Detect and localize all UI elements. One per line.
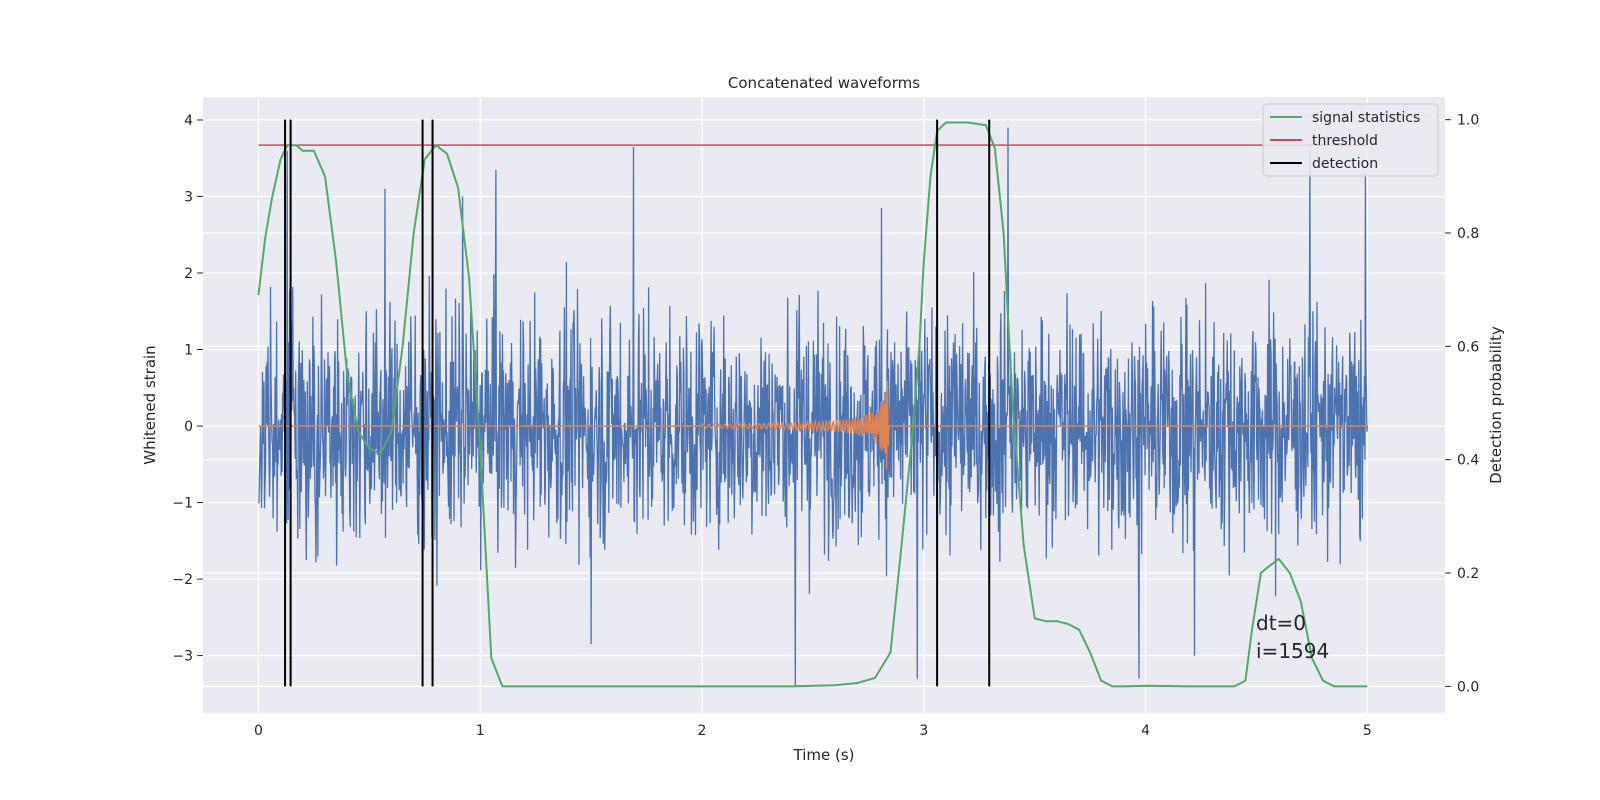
y-right-tick-label: 0.2 <box>1457 566 1479 582</box>
x-tick-label: 2 <box>698 723 707 739</box>
y-left-tick-label: 3 <box>184 189 193 205</box>
y-right-tick-label: 0.4 <box>1457 453 1479 469</box>
y-left-tick-label: 0 <box>184 419 193 435</box>
x-tick-label: 4 <box>1141 723 1150 739</box>
legend-label-signal-statistics: signal statistics <box>1312 110 1420 126</box>
legend-box <box>1262 103 1439 177</box>
y-right-tick-label: 0.0 <box>1457 679 1479 695</box>
x-tick-label: 1 <box>476 723 485 739</box>
series-layer <box>257 119 1369 688</box>
x-tick-labels: 0 1 2 3 4 5 <box>254 723 1372 739</box>
y-left-tick-label: −3 <box>172 649 193 665</box>
y-left-tick-label: −2 <box>172 572 193 588</box>
legend-label-detection: detection <box>1312 156 1378 172</box>
y-left-tick-label: 2 <box>184 266 193 282</box>
legend: signal statistics threshold detection <box>1262 103 1439 177</box>
x-tick-label: 0 <box>254 723 263 739</box>
x-axis-label: Time (s) <box>793 746 855 764</box>
series-signal-statistics <box>257 121 1368 688</box>
y-left-tick-label: −1 <box>172 496 193 512</box>
series-waveform <box>258 380 1368 470</box>
x-tick-label: 5 <box>1363 723 1372 739</box>
y-right-tick-label: 0.8 <box>1457 226 1479 242</box>
annotation-index: i=1594 <box>1256 639 1329 663</box>
y-right-axis-label: Detection probability <box>1487 326 1505 484</box>
annotation-dt: dt=0 <box>1256 611 1306 635</box>
y-left-tick-label: 4 <box>184 113 193 129</box>
y-right-tick-labels: 0.0 0.2 0.4 0.6 0.8 1.0 <box>1445 113 1479 695</box>
chart-title: Concatenated waveforms <box>728 74 920 92</box>
y-right-tick-label: 1.0 <box>1457 113 1479 129</box>
y-left-tick-labels: −3 −2 −1 0 1 2 3 4 <box>172 113 203 665</box>
x-tick-label: 3 <box>919 723 928 739</box>
y-left-tick-label: 1 <box>184 343 193 359</box>
annotations: dt=0 i=1594 <box>1256 611 1329 663</box>
legend-label-threshold: threshold <box>1312 133 1378 149</box>
y-right-tick-label: 0.6 <box>1457 339 1479 355</box>
series-strain <box>257 127 1369 687</box>
y-left-axis-label: Whitened strain <box>141 345 159 464</box>
